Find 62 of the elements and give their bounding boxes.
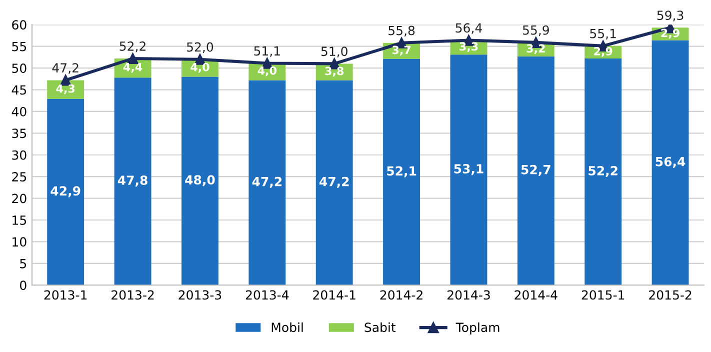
data-label: 53,1 bbox=[454, 164, 484, 176]
bar bbox=[652, 40, 689, 286]
bar bbox=[47, 98, 84, 286]
y-tick-label: 40 bbox=[12, 106, 26, 116]
y-tick-label: 60 bbox=[12, 20, 26, 30]
data-label: 4,0 bbox=[190, 62, 210, 73]
x-tick-label: 2015-1 bbox=[582, 290, 624, 300]
data-label: 52,7 bbox=[521, 164, 550, 176]
data-label: 4,0 bbox=[258, 66, 276, 76]
data-label: 52,0 bbox=[187, 42, 214, 54]
bar bbox=[114, 78, 152, 286]
data-label: 47,2 bbox=[319, 176, 349, 188]
data-label: 42,9 bbox=[50, 186, 80, 198]
data-label: 4,4 bbox=[123, 63, 142, 73]
bar bbox=[316, 80, 353, 286]
data-label: 47,8 bbox=[118, 176, 148, 187]
data-label: 56,4 bbox=[456, 23, 482, 34]
x-tick-label: 2014-3 bbox=[448, 290, 490, 300]
data-label: 55,8 bbox=[388, 26, 415, 37]
y-tick-label: 50 bbox=[12, 64, 26, 73]
data-label: 51,1 bbox=[254, 46, 280, 57]
data-label: 59,3 bbox=[657, 10, 684, 22]
legend-label: Mobil bbox=[272, 322, 303, 332]
y-tick-label: 5 bbox=[20, 259, 26, 268]
x-tick-label: 2014-1 bbox=[313, 290, 356, 300]
y-tick-label: 30 bbox=[12, 150, 26, 160]
x-tick-label: 2013-1 bbox=[44, 290, 87, 300]
y-tick-label: 25 bbox=[12, 172, 26, 182]
x-tick-label: 2013-3 bbox=[178, 290, 222, 300]
y-tick-label: 15 bbox=[12, 216, 26, 225]
y-tick-label: 55 bbox=[12, 42, 26, 52]
data-label: 52,2 bbox=[588, 166, 618, 178]
bar bbox=[450, 54, 488, 286]
data-label: 4,3 bbox=[56, 84, 75, 94]
data-label: 3,7 bbox=[392, 46, 410, 56]
data-label: 47,2 bbox=[252, 176, 282, 188]
bar bbox=[517, 56, 554, 286]
y-tick-label: 35 bbox=[12, 128, 26, 138]
bar bbox=[181, 76, 218, 286]
data-label: 55,9 bbox=[522, 25, 549, 36]
data-label: 56,4 bbox=[656, 156, 686, 168]
data-label: 47,2 bbox=[52, 63, 78, 74]
x-tick-label: 2014-2 bbox=[380, 290, 422, 300]
legend-label: Toplam bbox=[456, 322, 500, 335]
data-label: 52,2 bbox=[120, 41, 146, 52]
data-label: 48,0 bbox=[185, 175, 215, 186]
data-label: 52,1 bbox=[387, 166, 416, 178]
data-label: 3,8 bbox=[325, 66, 344, 77]
x-tick-label: 2013-4 bbox=[246, 290, 289, 300]
data-label: 51,0 bbox=[321, 46, 348, 58]
y-tick-label: 20 bbox=[12, 194, 26, 204]
x-tick-label: 2015-2 bbox=[649, 290, 692, 300]
y-tick-label: 10 bbox=[12, 237, 26, 247]
data-label: 55,1 bbox=[590, 28, 616, 40]
bar bbox=[383, 58, 420, 286]
legend-label: Sabit bbox=[364, 322, 396, 332]
x-tick-label: 2014-4 bbox=[514, 290, 558, 300]
bar bbox=[248, 80, 286, 286]
y-tick-label: 0 bbox=[20, 280, 26, 290]
y-tick-label: 45 bbox=[12, 85, 26, 95]
x-tick-label: 2013-2 bbox=[112, 290, 154, 300]
bar bbox=[584, 58, 622, 286]
